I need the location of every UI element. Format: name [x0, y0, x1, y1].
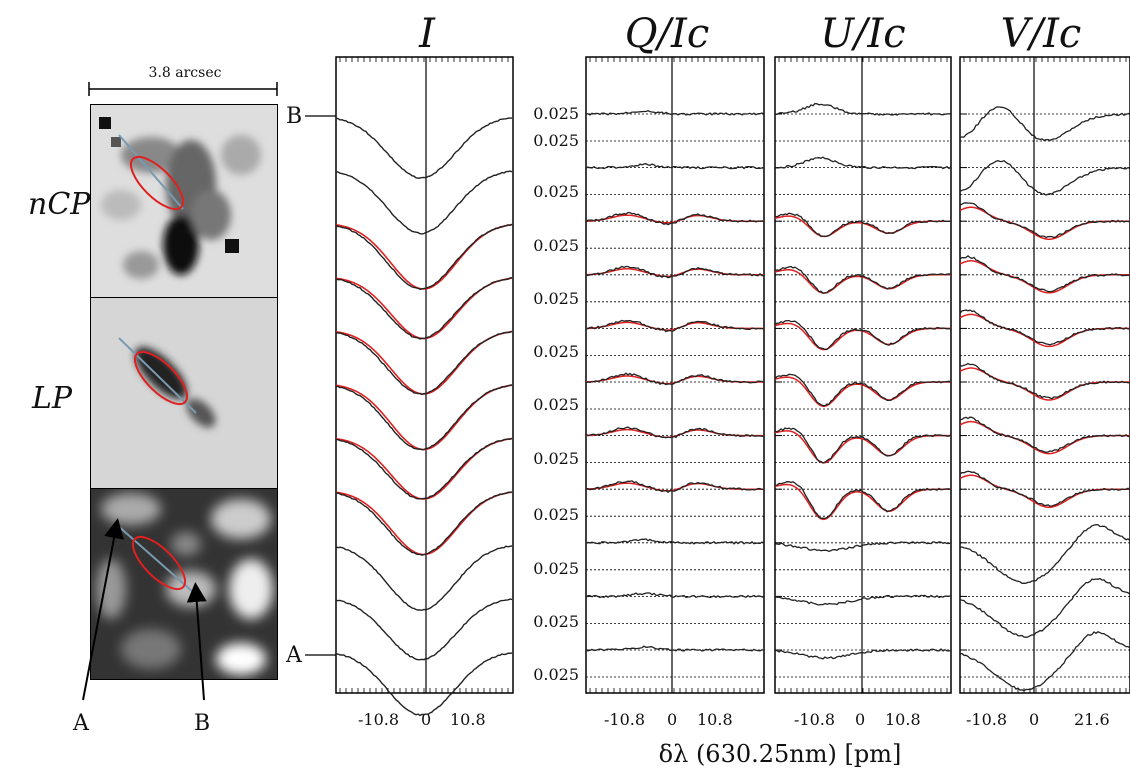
q-observed-profile: [585, 372, 765, 386]
ytick-label: 0.025: [533, 182, 579, 201]
u-observed-profile: [775, 212, 952, 238]
panel-title-i: I: [419, 11, 435, 57]
q-observed-profile: [585, 480, 765, 494]
q-fit-profile: [585, 482, 764, 492]
v-observed-profile: [959, 362, 1130, 400]
point-label-b: B: [194, 711, 211, 736]
u-observed-profile: [774, 541, 952, 552]
ytick-label: 0.025: [533, 131, 579, 150]
u-observed-profile: [774, 594, 952, 606]
xtick-label-v-zero: 0: [1029, 710, 1040, 729]
v-observed-profile: [959, 577, 1130, 638]
ncp-image: [90, 104, 278, 298]
v-observed-profile: [959, 106, 1130, 142]
xtick-label-i-pos: 10.8: [450, 710, 486, 729]
v-observed-profile: [959, 523, 1130, 584]
v-observed-profile: [959, 309, 1130, 346]
q-observed-profile: [585, 319, 765, 333]
ytick-label: 0.025: [533, 342, 579, 361]
v-observed-profile: [959, 470, 1130, 507]
q-observed-profile: [585, 592, 765, 599]
i-observed-profile: [335, 117, 512, 179]
lp-image-graphic: [91, 298, 277, 488]
row-label-lp: LP: [32, 381, 73, 416]
panel-frame-v: [959, 56, 1130, 694]
v-observed-profile: [959, 416, 1130, 453]
ytick-label: 0.025: [533, 612, 579, 631]
lp-image: [90, 297, 278, 489]
i-observed-profile: [335, 223, 513, 291]
i-observed-profile: [336, 437, 513, 500]
u-observed-profile: [774, 373, 952, 407]
xtick-label-i-zero: 0: [421, 710, 432, 729]
panel-title-q: Q/Ic: [624, 11, 710, 57]
lp-contour: [134, 351, 188, 405]
ytick-label: 0.025: [533, 395, 579, 414]
scale-label: 3.8 arcsec: [148, 65, 222, 81]
row-label-ncp: nCP: [28, 187, 91, 222]
xtick-label-v-pos: 21.6: [1074, 710, 1110, 729]
xtick-label-u-zero: 0: [855, 710, 866, 729]
i-observed-profile: [335, 384, 513, 451]
ytick-label: 0.025: [533, 559, 579, 578]
u-fit-profile: [774, 215, 951, 238]
intensity-contour: [132, 536, 186, 590]
u-observed-profile: [774, 648, 952, 660]
i-fit-profile: [335, 491, 513, 556]
panel-title-v: V/Ic: [1000, 11, 1082, 57]
xtick-label-u-neg: -10.8: [794, 710, 836, 729]
u-observed-profile: [774, 481, 952, 520]
i-observed-profile: [335, 330, 513, 396]
ncp-contour: [130, 156, 184, 210]
panel-frame-q: [585, 56, 765, 694]
i-observed-profile: [336, 170, 513, 235]
ytick-label: 0.025: [533, 449, 579, 468]
ytick-label: 0.025: [533, 289, 579, 308]
q-observed-profile: [585, 265, 765, 279]
i-observed-profile: [335, 545, 513, 611]
xtick-label-u-pos: 10.8: [885, 710, 921, 729]
xtick-label-i-neg: -10.8: [358, 710, 400, 729]
x-axis-label: δλ (630.25nm) [pm]: [658, 740, 902, 768]
v-observed-profile: [959, 631, 1130, 692]
i-marker-b: B: [286, 104, 303, 129]
i-fit-profile: [335, 384, 513, 451]
u-observed-profile: [774, 102, 951, 116]
u-fit-profile: [774, 269, 951, 294]
ytick-label: 0.025: [533, 505, 579, 524]
u-observed-profile: [774, 265, 952, 295]
panel-title-u: U/Ic: [820, 11, 906, 57]
point-label-a: A: [73, 711, 89, 736]
v-observed-profile: [959, 255, 1130, 293]
q-observed-profile: [585, 211, 765, 226]
q-observed-profile: [585, 645, 765, 652]
i-marker-a: A: [286, 643, 302, 668]
q-observed-profile: [585, 538, 765, 545]
u-observed-profile: [774, 156, 952, 170]
q-observed-profile: [585, 163, 765, 170]
q-observed-profile: [585, 426, 765, 439]
ytick-label: 0.025: [533, 104, 579, 123]
v-observed-profile: [959, 159, 1130, 196]
ncp-image-graphic: [91, 105, 277, 297]
u-fit-profile: [774, 376, 951, 407]
v-observed-profile: [959, 202, 1130, 239]
u-observed-profile: [774, 427, 952, 464]
xtick-label-q-neg: -10.8: [604, 710, 646, 729]
i-observed-profile: [335, 652, 513, 717]
xtick-label-q-pos: 10.8: [697, 710, 733, 729]
xtick-label-q-zero: 0: [667, 710, 678, 729]
ytick-label: 0.025: [533, 665, 579, 684]
i-observed-profile: [335, 598, 513, 661]
u-observed-profile: [774, 319, 952, 351]
i-observed-profile: [335, 277, 513, 340]
panel-frame-i: [335, 56, 514, 694]
ytick-label: 0.025: [533, 236, 579, 255]
q-observed-profile: [585, 109, 765, 116]
xtick-label-v-neg: -10.8: [966, 710, 1008, 729]
i-observed-profile: [335, 491, 512, 556]
